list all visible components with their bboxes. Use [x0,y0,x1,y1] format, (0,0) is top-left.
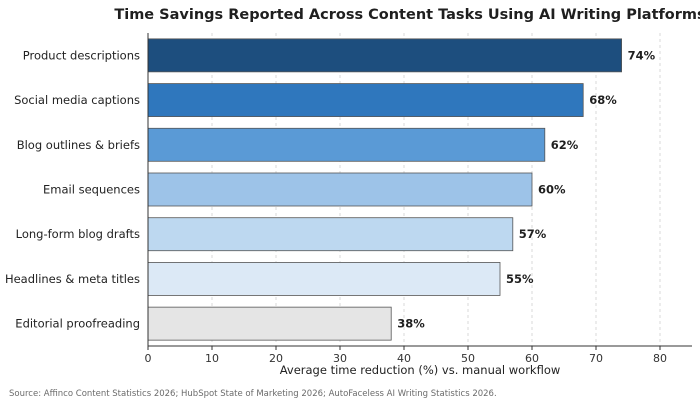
x-tick-label: 10 [205,352,219,365]
x-tick-label: 50 [461,352,475,365]
source-note: Source: Affinco Content Statistics 2026;… [9,389,497,399]
x-tick-label: 80 [653,352,667,365]
bar [147,262,501,296]
x-axis-label: Average time reduction (%) vs. manual wo… [280,363,561,377]
category-label: Editorial proofreading [15,317,140,331]
x-tick-label: 70 [589,352,603,365]
x-tick-label: 60 [525,352,539,365]
category-label: Product descriptions [23,48,140,62]
value-label: 62% [551,138,579,152]
value-label: 60% [538,183,566,197]
value-label: 74% [628,48,656,62]
x-tick-label: 0 [145,352,152,365]
value-label: 38% [397,317,425,331]
x-tick-label: 20 [269,352,283,365]
axes-group: Product descriptions Social media caption… [5,33,692,365]
bar [147,172,533,207]
value-label: 68% [589,93,617,107]
category-label: Headlines & meta titles [5,272,140,286]
category-label: Social media captions [14,93,140,107]
category-label: Long-form blog drafts [16,227,140,241]
bar [147,217,514,252]
value-label: 57% [519,227,547,241]
value-label: 55% [506,272,534,286]
x-tick-label: 40 [397,352,411,365]
bars-group: 74% 68% 62% 60% 57% 55% 38% [147,38,656,341]
bar [147,83,584,117]
chart-title: Time Savings Reported Across Content Tas… [114,7,700,23]
category-label: Email sequences [43,183,140,197]
x-tick-label: 30 [333,352,347,365]
bar [147,306,392,341]
bar [147,127,546,162]
bar [147,38,623,73]
category-label: Blog outlines & briefs [17,138,140,152]
